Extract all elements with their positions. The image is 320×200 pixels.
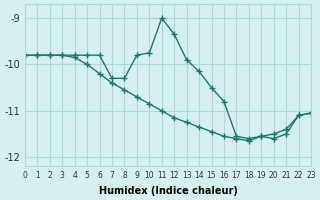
X-axis label: Humidex (Indice chaleur): Humidex (Indice chaleur) <box>99 186 237 196</box>
